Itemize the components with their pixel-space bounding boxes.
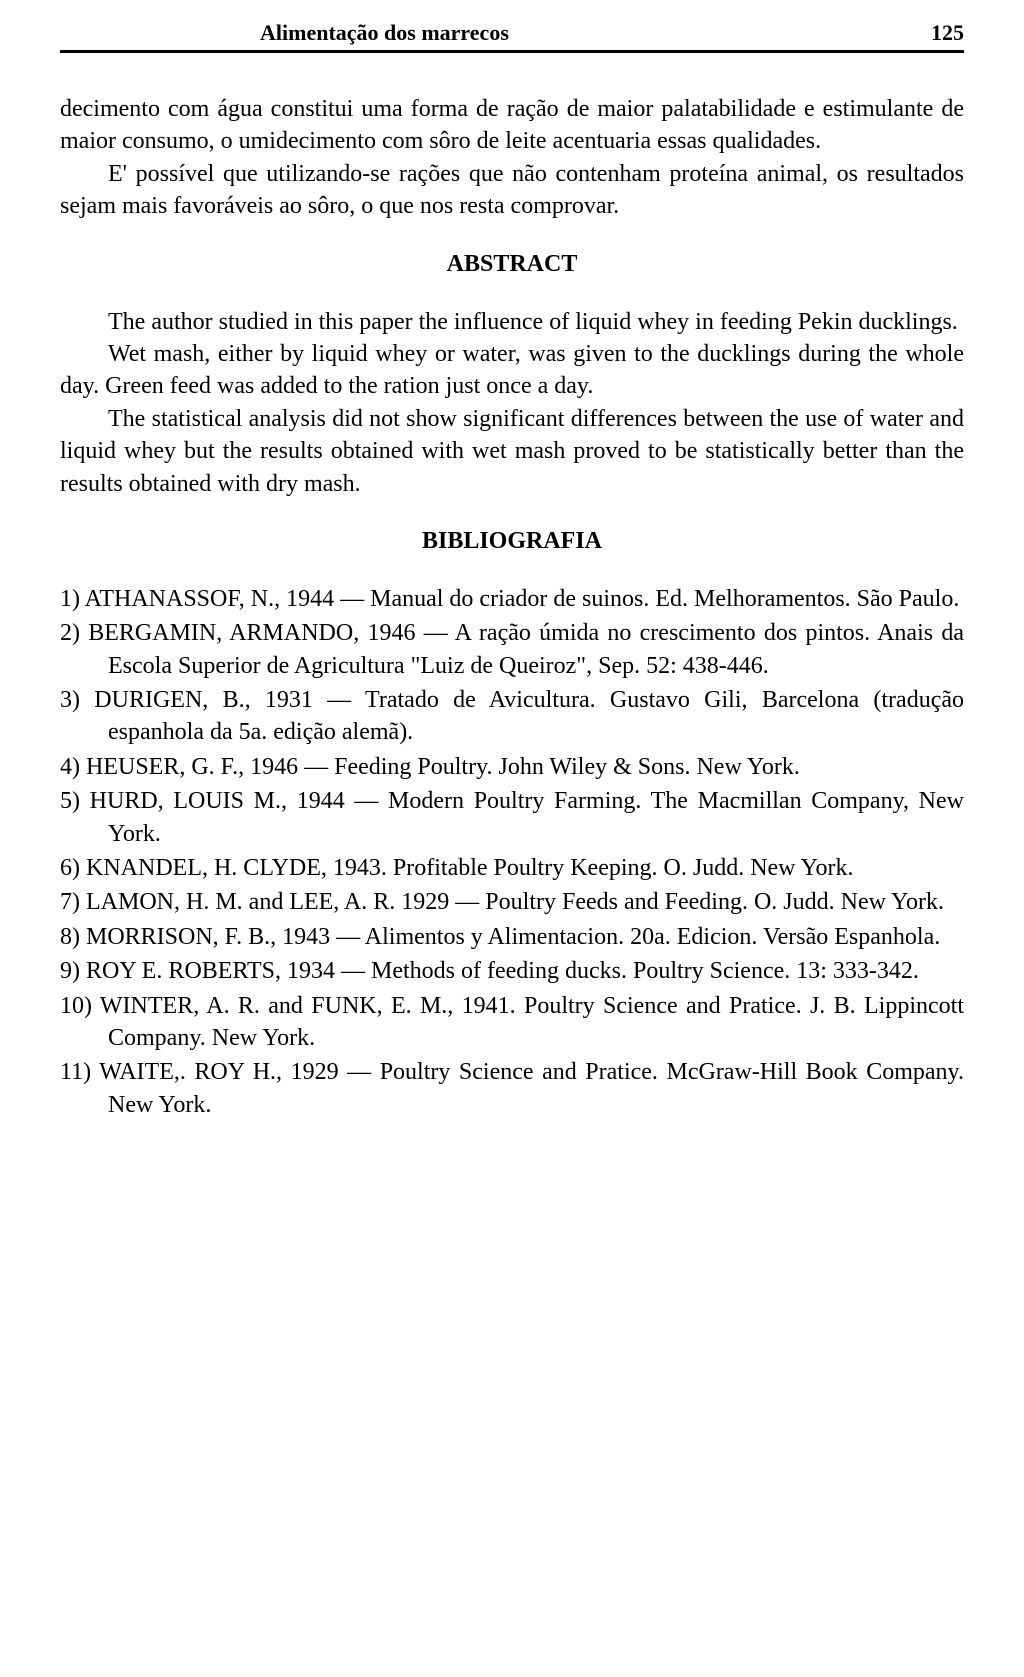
abstract-paragraph-2: Wet mash, either by liquid whey or water… — [60, 338, 964, 403]
header-title: Alimentação dos marrecos — [260, 20, 509, 46]
abstract-paragraph-1: The author studied in this paper the inf… — [60, 306, 964, 338]
bibliography-list: 1) ATHANASSOF, N., 1944 — Manual do cria… — [60, 583, 964, 1121]
biblio-item: 3) DURIGEN, B., 1931 — Tratado de Avicul… — [60, 684, 964, 749]
biblio-item: 1) ATHANASSOF, N., 1944 — Manual do cria… — [60, 583, 964, 615]
biblio-item: 6) KNANDEL, H. CLYDE, 1943. Profitable P… — [60, 852, 964, 884]
biblio-item: 8) MORRISON, F. B., 1943 — Alimentos y A… — [60, 921, 964, 953]
biblio-item: 11) WAITE,. ROY H., 1929 — Poultry Scien… — [60, 1056, 964, 1121]
biblio-item: 10) WINTER, A. R. and FUNK, E. M., 1941.… — [60, 990, 964, 1055]
running-header: Alimentação dos marrecos 125 — [60, 20, 964, 53]
body-paragraph-2: E' possível que utilizando-se rações que… — [60, 158, 964, 223]
biblio-item: 5) HURD, LOUIS M., 1944 — Modern Poultry… — [60, 785, 964, 850]
biblio-item: 7) LAMON, H. M. and LEE, A. R. 1929 — Po… — [60, 886, 964, 918]
abstract-heading: ABSTRACT — [60, 251, 964, 278]
page-number: 125 — [931, 20, 964, 46]
biblio-item: 9) ROY E. ROBERTS, 1934 — Methods of fee… — [60, 955, 964, 987]
body-paragraph-1: decimento com água constitui uma forma d… — [60, 93, 964, 158]
biblio-item: 2) BERGAMIN, ARMANDO, 1946 — A ração úmi… — [60, 617, 964, 682]
biblio-item: 4) HEUSER, G. F., 1946 — Feeding Poultry… — [60, 751, 964, 783]
abstract-paragraph-3: The statistical analysis did not show si… — [60, 403, 964, 500]
bibliography-heading: BIBLIOGRAFIA — [60, 528, 964, 555]
